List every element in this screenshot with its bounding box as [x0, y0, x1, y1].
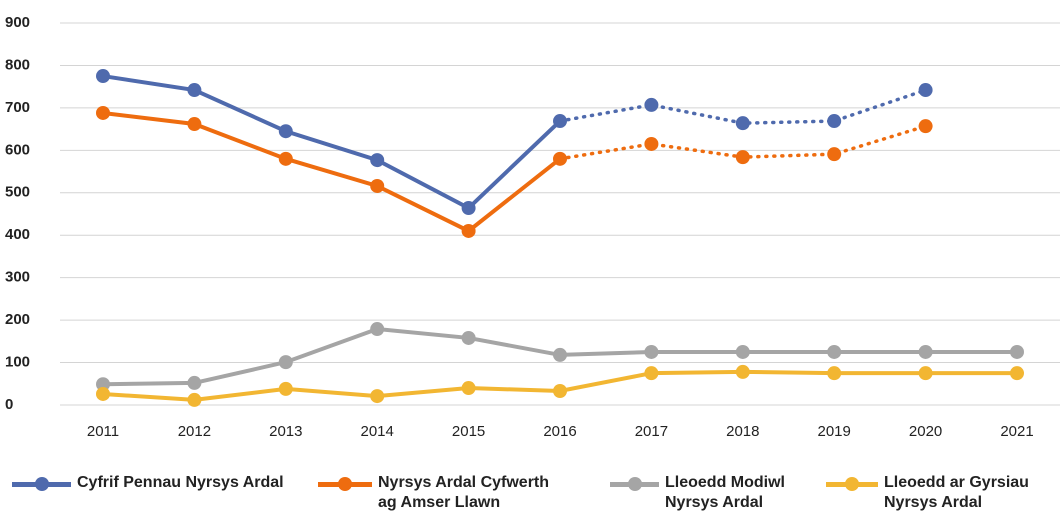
point — [187, 117, 202, 132]
point — [735, 150, 750, 165]
y-tick-label: 700 — [5, 99, 30, 116]
point — [827, 114, 842, 129]
point — [370, 153, 385, 168]
y-tick-label: 600 — [5, 141, 30, 158]
point — [370, 322, 385, 337]
point — [918, 83, 933, 98]
legend-marker — [826, 477, 878, 491]
point — [278, 355, 293, 370]
y-tick-label: 100 — [5, 354, 30, 371]
point — [827, 344, 842, 359]
point — [461, 330, 476, 345]
y-tick-label: 500 — [5, 184, 30, 201]
y-tick-label: 900 — [5, 14, 30, 31]
point — [553, 114, 567, 129]
series-line — [101, 110, 562, 234]
legend-dot — [627, 477, 642, 491]
series-line — [101, 74, 562, 211]
point — [1010, 366, 1024, 381]
legend-dot — [845, 477, 859, 491]
plot: 0 100 200 300 400 500 600 700 800 900 2011 2012 2013… — [5, 14, 1060, 440]
point — [461, 201, 476, 216]
y-tick-label: 800 — [5, 56, 30, 73]
x-tick-label: 2014 — [361, 423, 394, 440]
point — [370, 178, 385, 193]
point — [278, 124, 293, 139]
point — [827, 147, 842, 162]
y-tick-label: 200 — [5, 311, 30, 328]
point — [187, 392, 202, 407]
point — [918, 344, 933, 359]
y-tick-label: 400 — [5, 226, 30, 243]
point — [918, 366, 933, 381]
point — [918, 119, 933, 134]
x-tick-label: 2015 — [452, 423, 485, 440]
legend-label: Cyfrif Pennau Nyrsys Ardal — [77, 474, 284, 491]
x-tick-label: 2011 — [87, 423, 119, 440]
point — [553, 383, 567, 398]
y-tick-label: 300 — [5, 269, 30, 286]
legend-label: Lleoedd ar Gyrsiau Nyrsys Ardal — [884, 474, 1029, 511]
point — [1010, 344, 1024, 359]
x-tick-label: 2018 — [726, 423, 759, 440]
point — [644, 366, 659, 381]
x-tick-label: 2017 — [635, 423, 668, 440]
x-tick-label: 2016 — [543, 423, 576, 440]
point — [278, 151, 293, 166]
point — [644, 344, 659, 359]
legend-dot — [338, 477, 352, 491]
point — [827, 366, 842, 381]
point — [735, 116, 750, 131]
x-tick-label: 2020 — [909, 423, 942, 440]
point — [461, 223, 476, 238]
point — [278, 381, 293, 396]
x-tick-label: 2012 — [178, 423, 211, 440]
point — [96, 377, 110, 392]
point — [644, 136, 659, 151]
point — [96, 105, 110, 120]
point — [461, 381, 476, 396]
y-tick-label: 0 — [5, 396, 13, 413]
point — [187, 375, 202, 390]
point — [735, 364, 750, 379]
point — [644, 97, 659, 112]
point — [96, 69, 110, 84]
legend-label: Nyrsys Ardal Cyfwerth ag Amser Llawn — [378, 474, 550, 511]
point — [187, 83, 202, 98]
legend-label: Lleoedd Modiwl Nyrsys Ardal — [665, 474, 785, 511]
x-tick-label: 2021 — [1000, 423, 1033, 440]
x-tick-label: 2013 — [269, 423, 302, 440]
legend-marker — [610, 477, 659, 491]
point — [735, 344, 750, 359]
legend-marker — [318, 477, 372, 491]
point — [370, 389, 385, 404]
legend-dot — [34, 477, 49, 491]
legend-marker — [12, 477, 71, 491]
point — [553, 347, 567, 362]
point — [96, 386, 110, 401]
x-tick-label: 2019 — [818, 423, 851, 440]
point — [553, 151, 567, 166]
